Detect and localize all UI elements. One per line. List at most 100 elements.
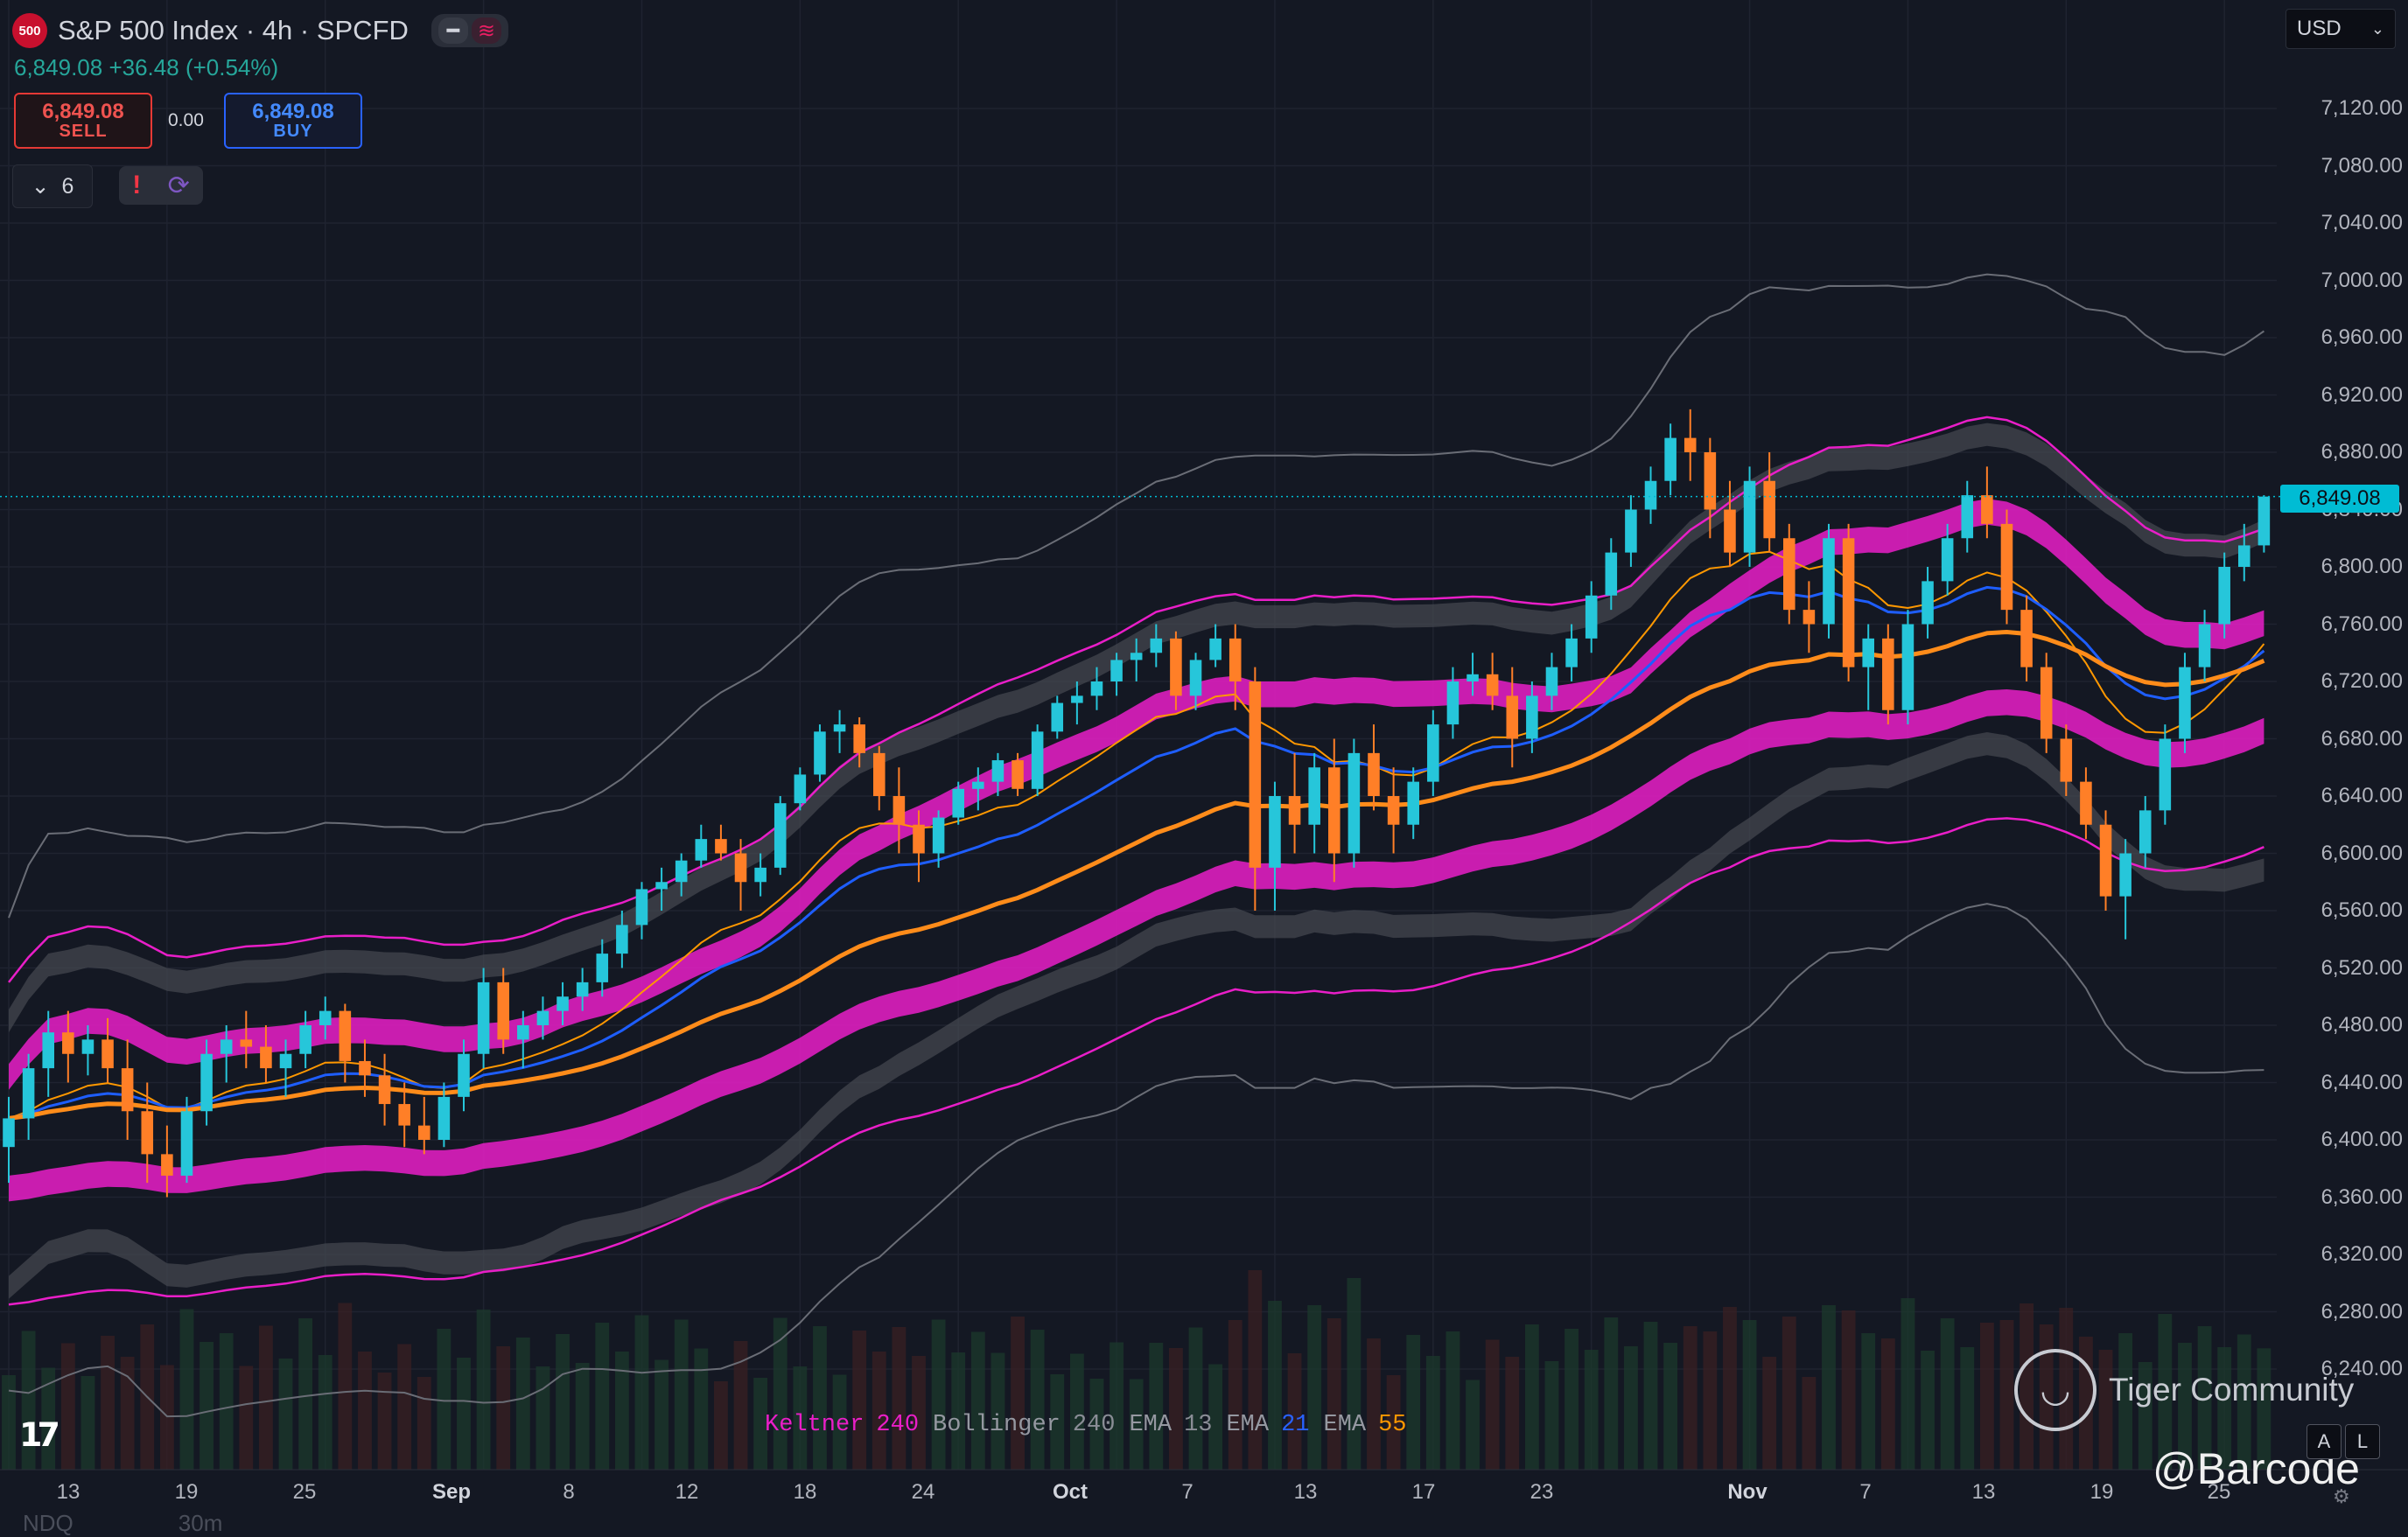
candle[interactable] <box>1368 724 1380 811</box>
candle[interactable] <box>991 752 1004 796</box>
candle[interactable] <box>1446 667 1460 739</box>
candle[interactable] <box>576 968 589 1011</box>
gear-icon[interactable]: ⚙ <box>2333 1485 2350 1507</box>
candle[interactable] <box>1664 423 1676 496</box>
candle[interactable] <box>853 716 865 768</box>
candle[interactable] <box>734 839 747 911</box>
candle[interactable] <box>3 1096 15 1184</box>
legend-item[interactable]: EMA 13 <box>1129 1412 1212 1438</box>
candle[interactable] <box>1071 681 1083 725</box>
candle[interactable] <box>378 1053 391 1126</box>
candle[interactable] <box>1763 452 1775 553</box>
candle[interactable] <box>2198 610 2211 681</box>
candle[interactable] <box>438 1082 451 1148</box>
candle[interactable] <box>1031 724 1044 796</box>
candle[interactable] <box>952 781 964 825</box>
candle[interactable] <box>2000 509 2013 625</box>
sell-button[interactable]: 6,849.08 SELL <box>14 93 152 149</box>
footer-interval[interactable]: 30m <box>178 1510 223 1536</box>
candle[interactable] <box>121 1039 134 1140</box>
candle[interactable] <box>180 1096 193 1184</box>
candle[interactable] <box>1981 466 1993 539</box>
candle[interactable] <box>1150 624 1163 667</box>
candle[interactable] <box>1526 681 1538 753</box>
indicator-status[interactable]: ! ⟳ <box>119 166 203 205</box>
candle[interactable] <box>556 982 569 1025</box>
candle[interactable] <box>1823 523 1835 639</box>
candle[interactable] <box>1348 738 1361 868</box>
candle[interactable] <box>1269 781 1281 911</box>
candle[interactable] <box>1387 767 1400 854</box>
candle[interactable] <box>279 1039 292 1097</box>
candle[interactable] <box>1922 567 1934 639</box>
candle[interactable] <box>1724 480 1736 567</box>
candle[interactable] <box>536 996 550 1040</box>
footer-symbol[interactable]: NDQ <box>23 1510 74 1536</box>
candle[interactable] <box>695 824 708 868</box>
candle[interactable] <box>2238 523 2250 582</box>
candle[interactable] <box>1743 466 1756 567</box>
candle[interactable] <box>1842 523 1855 681</box>
candle[interactable] <box>42 1010 54 1097</box>
log-scale-button[interactable]: L <box>2345 1424 2380 1459</box>
candle[interactable] <box>1170 631 1182 710</box>
candle[interactable] <box>1961 480 1974 553</box>
candle[interactable] <box>616 911 628 968</box>
candle[interactable] <box>972 767 984 811</box>
candle[interactable] <box>2218 552 2230 639</box>
currency-select[interactable]: USD ⌄ <box>2286 9 2396 49</box>
candle[interactable] <box>1012 752 1024 796</box>
candle[interactable] <box>2138 796 2152 868</box>
legend-item[interactable]: EMA 21 <box>1226 1412 1309 1438</box>
tradingview-logo[interactable]: 𝟭𝟳 <box>19 1417 60 1454</box>
candle[interactable] <box>932 810 945 868</box>
candle[interactable] <box>339 1003 352 1083</box>
candle[interactable] <box>318 996 332 1040</box>
candle[interactable] <box>1862 624 1874 710</box>
candle[interactable] <box>655 867 668 911</box>
candle[interactable] <box>240 1010 253 1069</box>
candle[interactable] <box>200 1039 213 1126</box>
legend-item[interactable]: Keltner 240 <box>765 1412 919 1438</box>
candle[interactable] <box>794 767 807 811</box>
candle[interactable] <box>1466 653 1479 696</box>
candle[interactable] <box>1605 538 1618 611</box>
candle[interactable] <box>102 1017 114 1083</box>
wave-icon[interactable]: ≋ <box>471 17 501 44</box>
candle[interactable] <box>161 1125 173 1198</box>
candle[interactable] <box>1585 581 1598 653</box>
auto-scale-button[interactable]: A <box>2306 1424 2342 1459</box>
candle[interactable] <box>1288 752 1301 854</box>
candle[interactable] <box>1625 495 1637 567</box>
candle[interactable] <box>1506 667 1519 768</box>
candle[interactable] <box>1051 695 1064 739</box>
legend-item[interactable]: Bollinger 240 <box>933 1412 1115 1438</box>
candle[interactable] <box>398 1082 410 1148</box>
candle[interactable] <box>2080 767 2092 840</box>
candle[interactable] <box>1704 437 1717 539</box>
candle[interactable] <box>1644 466 1657 524</box>
candle[interactable] <box>913 810 925 883</box>
minus-icon[interactable]: ━ <box>438 17 468 44</box>
candle[interactable] <box>220 1025 233 1083</box>
candle[interactable] <box>1130 638 1143 681</box>
candle[interactable] <box>299 1010 312 1069</box>
candle[interactable] <box>22 1053 35 1140</box>
candle[interactable] <box>1308 752 1320 854</box>
candle[interactable] <box>458 1039 470 1112</box>
candle[interactable] <box>675 853 688 897</box>
candle[interactable] <box>2020 595 2033 681</box>
candle[interactable] <box>1407 767 1419 840</box>
candle[interactable] <box>1802 581 1816 653</box>
candle[interactable] <box>1882 624 1894 725</box>
legend-item[interactable]: EMA 55 <box>1324 1412 1407 1438</box>
candle[interactable] <box>774 796 787 876</box>
candle[interactable] <box>2099 810 2112 911</box>
candle[interactable] <box>141 1082 154 1184</box>
warning-icon[interactable]: ! <box>132 171 142 199</box>
candle[interactable] <box>1684 409 1697 481</box>
candle[interactable] <box>1228 624 1242 710</box>
symbol-actions[interactable]: ━ ≋ <box>430 14 508 47</box>
symbol-title[interactable]: S&P 500 Index · 4h · SPCFD <box>58 15 409 45</box>
